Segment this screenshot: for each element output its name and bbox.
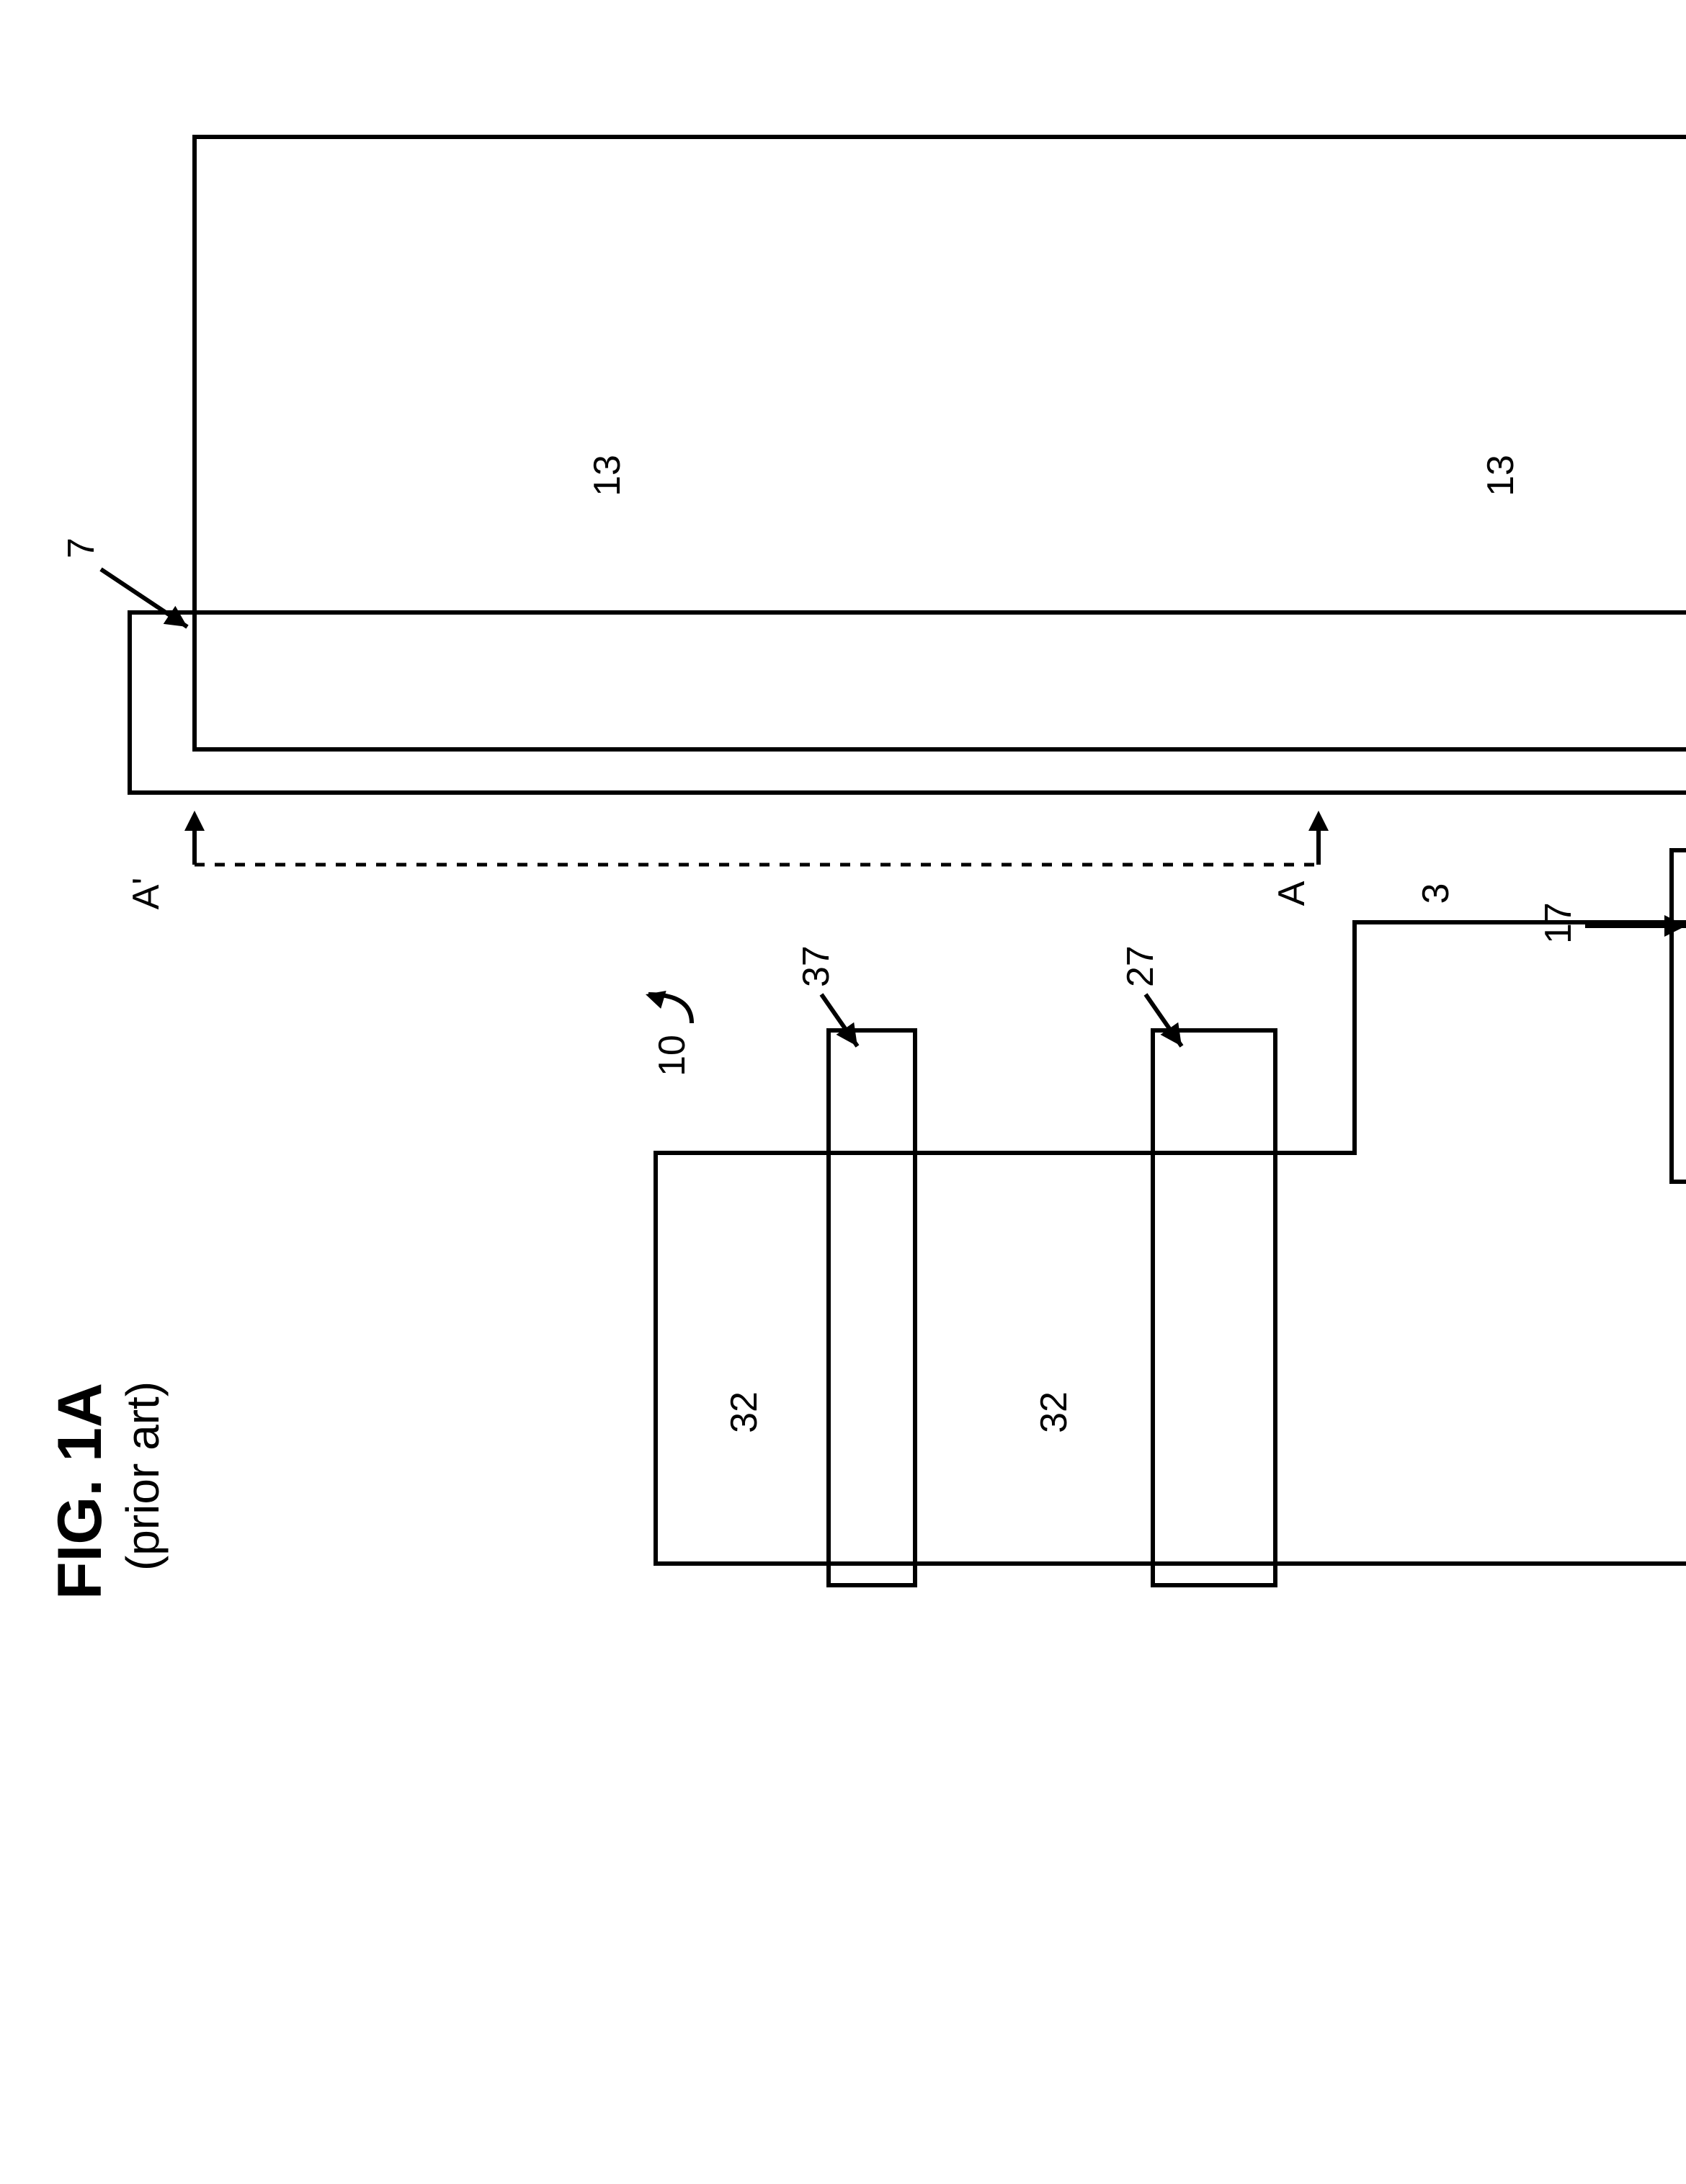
gate-7 xyxy=(130,612,1686,793)
svg-text:17: 17 xyxy=(1538,902,1579,944)
svg-text:7: 7 xyxy=(61,538,102,558)
region-3 xyxy=(656,922,1686,1564)
region-13 xyxy=(195,137,1686,749)
label-A: A xyxy=(1271,881,1313,906)
figure-root: FIG. 1A(prior art) 7 37 27 17 13 13 32 32 32 3 10 A A… xyxy=(45,137,1686,1600)
label-13: 13 xyxy=(586,455,628,496)
label-3: 3 xyxy=(1415,883,1457,904)
label-32: 32 xyxy=(723,1391,765,1433)
svg-text:27: 27 xyxy=(1120,945,1161,987)
gate-17 xyxy=(1672,850,1686,1182)
svg-text:37: 37 xyxy=(795,945,837,987)
label-13: 13 xyxy=(1480,455,1522,496)
figure-title: FIG. 1A xyxy=(45,1383,115,1600)
gate-37 xyxy=(829,1030,915,1585)
label-32: 32 xyxy=(1033,1391,1075,1433)
figure-subtitle: (prior art) xyxy=(117,1381,169,1571)
gate-27 xyxy=(1153,1030,1275,1585)
label-10: 10 xyxy=(651,1035,693,1077)
label-32: 32 xyxy=(1682,1276,1686,1318)
label-Ap: A' xyxy=(125,878,167,910)
